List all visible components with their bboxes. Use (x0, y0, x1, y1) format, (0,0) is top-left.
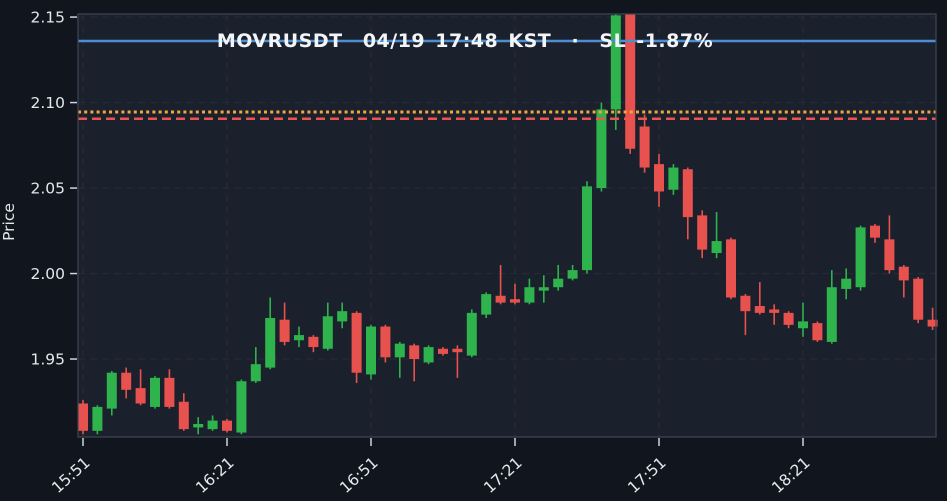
x-tick-label: 16:21 (192, 454, 237, 497)
candle-body (812, 323, 823, 341)
candle-body (711, 241, 722, 254)
candle-body (582, 186, 592, 271)
y-tick-label: 2.15 (30, 9, 65, 27)
candle-body (380, 326, 391, 358)
candle-body (884, 239, 895, 271)
candle-body (135, 388, 146, 404)
y-tick-label: 2.05 (30, 180, 65, 198)
y-tick-label: 1.95 (30, 351, 65, 369)
candle-body (193, 424, 204, 428)
candle-body (783, 312, 794, 325)
candle-body (409, 345, 420, 360)
candle-body (639, 126, 650, 168)
y-axis-label: Price (0, 203, 18, 241)
y-tick-label: 2.00 (30, 265, 65, 283)
candle-body (279, 319, 290, 342)
candle-body (250, 364, 261, 382)
candle-body (567, 270, 578, 279)
candle-body (495, 295, 506, 303)
candle-body (394, 343, 405, 358)
plot-area (78, 14, 936, 437)
x-tick-label: 17:21 (480, 454, 525, 497)
candle-body (236, 381, 247, 433)
candle-body (697, 215, 708, 250)
candle-body (92, 406, 103, 431)
candle-body (610, 15, 621, 110)
candle-body (913, 278, 924, 320)
candle-body (855, 227, 866, 288)
candle-body (927, 319, 938, 327)
candle-body (596, 109, 607, 189)
candle-body (668, 167, 679, 190)
candle-body (870, 225, 880, 238)
candle-body (754, 306, 765, 313)
x-tick-label: 16:51 (336, 454, 381, 497)
candle-body (841, 278, 852, 289)
y-tick-label: 2.10 (30, 94, 65, 112)
candle-body (553, 278, 564, 288)
candle-body (265, 317, 276, 368)
candle-body (510, 299, 520, 303)
candle-body (150, 377, 160, 407)
candle-body (337, 311, 348, 322)
candle-body (207, 420, 218, 430)
candle-body (740, 295, 751, 312)
candle-body (726, 239, 736, 298)
candle-body (164, 377, 175, 407)
candle-body (798, 321, 808, 329)
candle-body (466, 312, 477, 356)
candle-body (524, 287, 535, 303)
x-tick-label: 17:51 (624, 454, 669, 497)
candle-body (351, 312, 362, 373)
candle-body (654, 164, 664, 192)
candle-body (294, 335, 304, 341)
candle-body (308, 336, 319, 348)
candle-body (423, 347, 434, 363)
candle-body (682, 169, 693, 218)
candle-body (322, 316, 333, 349)
plot-border (77, 13, 937, 438)
x-tick-label: 18:21 (768, 454, 813, 497)
candle-body (898, 266, 909, 281)
candle-body (538, 287, 549, 291)
candle-body (481, 294, 492, 315)
candle-body (452, 348, 463, 353)
candle-body (438, 348, 448, 354)
candle-body (769, 309, 780, 313)
candle-body (826, 287, 837, 342)
candle-body (178, 401, 189, 430)
candle-body (121, 372, 132, 390)
x-tick-label: 15:51 (48, 454, 93, 497)
chart-title: MOVRUSDT 04/19 17:48 KST · SL -1.87% (216, 30, 714, 52)
candle-body (222, 420, 232, 431)
candle-body (106, 372, 117, 409)
candle-body (366, 326, 376, 375)
candle-body (78, 403, 88, 431)
candle-body (625, 13, 636, 149)
